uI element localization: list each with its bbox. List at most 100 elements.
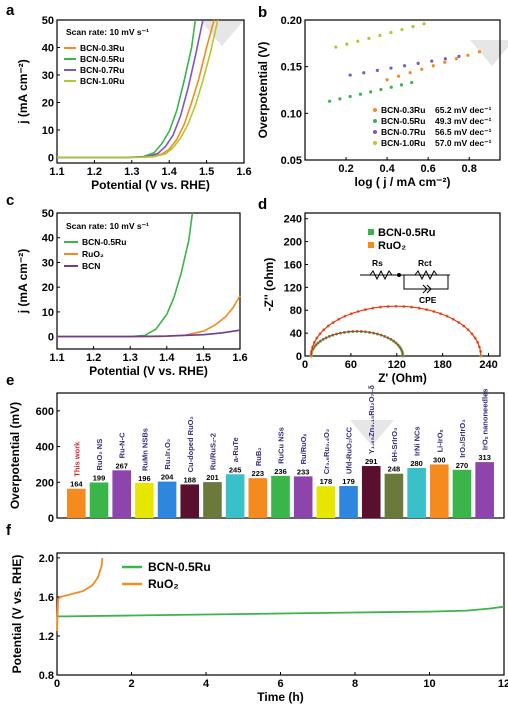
y-axis-label: Overpotential (mV) — [8, 402, 22, 509]
x-axis-label: log ( j / mA cm⁻²) — [355, 175, 451, 189]
data-point — [375, 68, 379, 72]
y-tick-label: 30 — [42, 70, 54, 82]
y-axis-label: j (mA cm⁻²) — [16, 249, 30, 315]
chart-a: 1.1 1.2 1.3 1.4 1.5 1.6 0 10 20 30 40 50 Potential (… — [16, 15, 252, 192]
y-tick-label: 160 — [284, 259, 302, 271]
bar-category-label: a-RuTe — [231, 437, 240, 462]
data-point — [358, 92, 363, 96]
y-tick-label: 10 — [42, 307, 54, 319]
bar-value-label: 164 — [70, 480, 83, 489]
data-point — [408, 71, 412, 75]
bar-category-label: Cr₀.₆Ru₀.₄O₂ — [322, 429, 331, 474]
circuit-label-rs: Rs — [372, 258, 383, 268]
y-tick-label: 20 — [42, 282, 54, 294]
bar-value-label: 201 — [206, 473, 219, 482]
legend-label: BCN-1.0Ru — [80, 76, 124, 86]
data-point — [362, 71, 366, 75]
legend-label: BCN-1.0Ru — [381, 138, 425, 148]
data-point — [338, 97, 342, 101]
bar-category-label: This work — [72, 441, 81, 477]
y-tick-label: 50 — [42, 15, 54, 27]
bar-category-label: Li-IrOₓ — [435, 429, 444, 452]
data-point — [389, 85, 393, 89]
data-point — [356, 39, 360, 43]
x-tick-label: 0.2 — [338, 163, 353, 175]
panel-letter-f: f — [6, 522, 11, 539]
legend-label: BCN-0.5Ru — [80, 54, 124, 64]
legend-tafel-value: 65.2 mV dec⁻¹ — [435, 105, 492, 115]
bar — [157, 481, 177, 518]
data-point — [369, 90, 373, 94]
x-tick-label: 8 — [352, 678, 358, 690]
data-point — [410, 80, 414, 85]
y-tick-label: 600 — [36, 406, 54, 418]
y-tick-label: 0.8 — [39, 670, 54, 682]
data-point — [443, 57, 447, 61]
data-point — [389, 66, 393, 70]
data-point — [477, 50, 482, 54]
x-tick-label: 2 — [128, 678, 134, 690]
resistor-rct — [414, 269, 438, 281]
bar — [180, 484, 200, 518]
series-line — [57, 605, 505, 618]
legend-marker — [368, 229, 374, 235]
x-tick-label: 6 — [277, 678, 283, 690]
bar-value-label: 204 — [161, 473, 174, 482]
bar-category-label: Ru/RuOₓ — [299, 433, 308, 464]
data-point — [430, 59, 434, 63]
x-tick-label: 1.5 — [199, 166, 214, 178]
legend-tafel-value: 57.0 mV dec⁻¹ — [435, 138, 492, 148]
y-tick-label: 30 — [42, 257, 54, 269]
bar-category-label: Ufd-RuO₂/CC — [345, 426, 354, 474]
bar-value-label: 248 — [388, 465, 401, 474]
y-tick-label: 0 — [296, 351, 302, 363]
bar — [112, 470, 132, 518]
data-point — [400, 27, 404, 32]
scan-rate-annotation: Scan rate: 10 mV s⁻¹ — [66, 27, 149, 37]
circuit-label-rct: Rct — [418, 258, 432, 268]
x-tick-label: 1.6 — [236, 166, 251, 178]
x-axis-label: Potential (V vs. RHE) — [91, 178, 210, 192]
x-tick-label: 1.2 — [87, 166, 102, 178]
chart-f: 0 2 4 6 8 10 12 0.8 1.2 1.6 2.0 Time (h) Potential (… — [10, 552, 508, 704]
bar — [248, 478, 268, 518]
y-axis-label: -Z'' (ohm) — [262, 258, 276, 312]
bar-category-label: 6H-SrIrO₃ — [390, 427, 399, 462]
legend-label: BCN-0.5Ru — [381, 116, 425, 126]
plot-frame — [56, 212, 241, 350]
data-point — [345, 42, 349, 46]
fit-curve — [310, 305, 482, 357]
x-tick-label: 4 — [203, 678, 210, 690]
series-line — [56, 557, 104, 632]
x-tick-label: 1.3 — [124, 166, 139, 178]
bar-category-label: RuB₂ — [254, 447, 263, 466]
panel-letter-a: a — [6, 2, 15, 19]
bar — [452, 469, 472, 518]
bar — [135, 483, 154, 518]
chart-e: 0 200 400 600 Overpotential (mV) 164 This work… — [8, 385, 505, 525]
legend-label: BCN-0.5Ru — [148, 560, 211, 574]
bar-category-label: RuMn NSBs — [140, 428, 149, 471]
panel-letter-d: d — [258, 196, 268, 213]
y-tick-label: 40 — [290, 328, 302, 340]
legend-marker — [373, 108, 377, 112]
bar-category-label: RuO₂ NS — [95, 439, 104, 471]
y-tick-label: 20 — [42, 98, 54, 110]
legend-label: RuO₂ — [148, 577, 179, 591]
y-axis-label: Potential (V vs. RHE) — [10, 555, 24, 674]
bar — [89, 482, 109, 518]
x-tick-label: 0.8 — [462, 163, 477, 175]
y-tick-label: 10 — [42, 125, 54, 137]
y-tick-label: 200 — [284, 237, 302, 249]
y-tick-label: 240 — [284, 214, 302, 226]
y-tick-label: 0 — [48, 153, 54, 165]
bar-category-label: Ru/RuS₂-2 — [208, 433, 217, 470]
data-point — [367, 36, 371, 40]
y-tick-label: 120 — [284, 282, 302, 294]
legend-label: BCN-0.5Ru — [378, 227, 435, 239]
data-point — [454, 57, 458, 61]
y-tick-label: 0.05 — [281, 155, 302, 167]
series-line — [57, 295, 241, 338]
y-axis-label: Overpotential (V) — [256, 42, 270, 139]
bar — [339, 486, 358, 518]
